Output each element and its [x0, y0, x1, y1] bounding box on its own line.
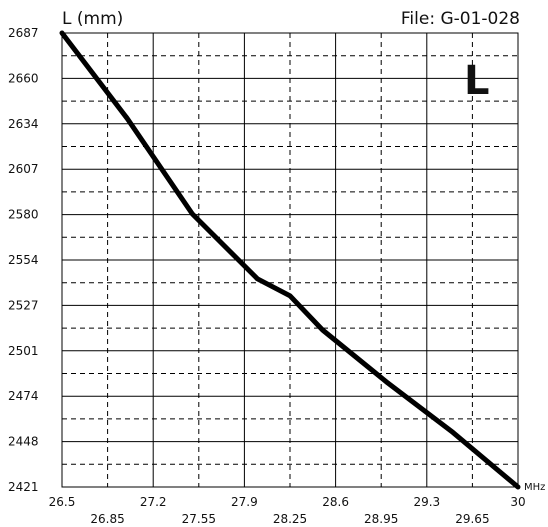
- grid: [62, 33, 518, 487]
- y-tick-label: 2501: [8, 344, 39, 358]
- x-tick-label: 28.25: [273, 512, 307, 526]
- y-tick-label: 2527: [8, 298, 39, 312]
- series-line: [59, 30, 521, 490]
- x-tick-labels: 26.5 27.2 27.9 28.6 29.3 30 26.85 27.55 28.25 28.…: [49, 495, 526, 526]
- plot-frame: [61, 32, 519, 488]
- corner-mark: L: [464, 58, 490, 104]
- x-tick-label: 29.65: [455, 512, 489, 526]
- y-tick-label: 2607: [8, 162, 39, 176]
- series-layer: [59, 30, 521, 490]
- y-tick-label: 2474: [8, 389, 39, 403]
- x-tick-label: 28.95: [364, 512, 398, 526]
- y-tick-label: 2634: [8, 117, 39, 131]
- x-tick-label: 26.85: [90, 512, 124, 526]
- y-axis-title: L (mm): [62, 9, 123, 29]
- x-tick-label: 28.6: [322, 495, 349, 509]
- x-unit-label: MHz: [524, 482, 545, 493]
- y-tick-label: 2687: [8, 26, 39, 40]
- x-tick-label: 27.9: [231, 495, 258, 509]
- x-tick-label: 29.3: [413, 495, 440, 509]
- x-tick-label: 30: [510, 495, 525, 509]
- file-label: File: G-01-028: [401, 9, 520, 29]
- y-tick-label: 2580: [8, 208, 39, 222]
- x-tick-label: 26.5: [49, 495, 76, 509]
- y-tick-label: 2660: [8, 71, 39, 85]
- y-tick-labels: 2687 2660 2634 2607 2580 2554 2527 2501 2474 2448…: [8, 26, 39, 494]
- y-tick-label: 2421: [8, 480, 39, 494]
- y-tick-label: 2554: [8, 253, 39, 267]
- x-tick-label: 27.55: [182, 512, 216, 526]
- x-tick-label: 27.2: [140, 495, 167, 509]
- y-tick-label: 2448: [8, 435, 39, 449]
